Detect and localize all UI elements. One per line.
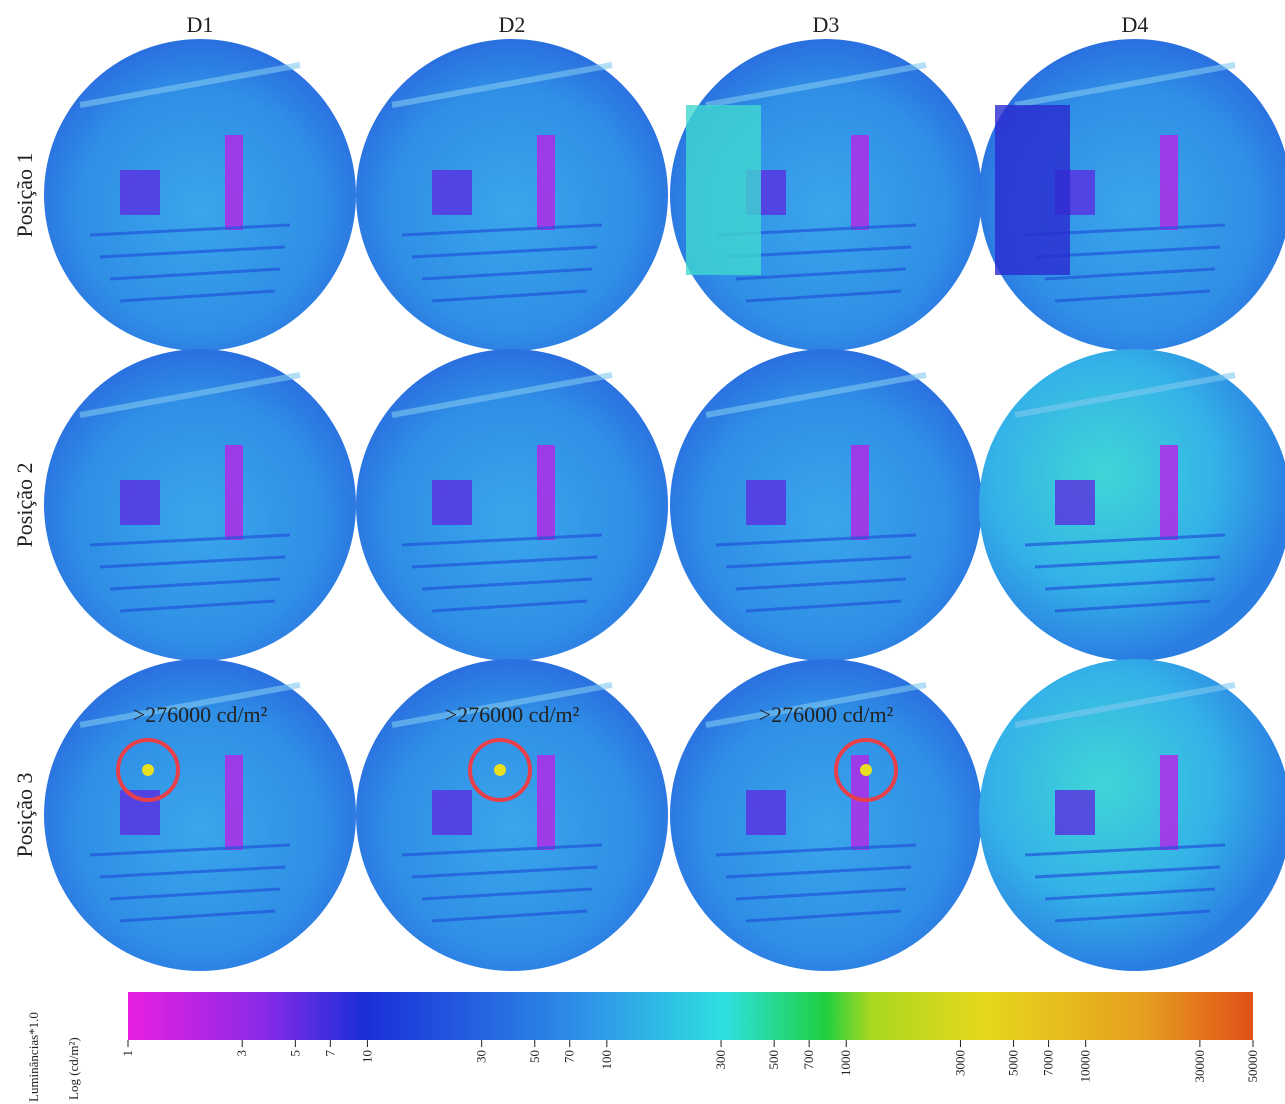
- fisheye-image: [356, 39, 668, 351]
- curtain: [537, 135, 555, 230]
- window: [432, 790, 472, 835]
- glare-source: [142, 764, 154, 776]
- tick-label: 1000: [838, 1050, 853, 1076]
- tick-label: 70: [562, 1050, 577, 1063]
- curtain: [225, 445, 243, 540]
- window: [1055, 480, 1095, 525]
- column-label: D2: [499, 12, 526, 37]
- curtain: [851, 445, 869, 540]
- fisheye-image: [44, 39, 356, 351]
- fisheye-image: [979, 349, 1285, 661]
- curtain: [225, 755, 243, 850]
- column-label: D3: [813, 12, 840, 37]
- board: [995, 105, 1070, 275]
- tick-label: 30: [474, 1050, 489, 1063]
- scale-title: Luminâncias*1.0: [26, 1012, 41, 1102]
- glare-annotation: >276000 cd/m²: [759, 702, 894, 727]
- window: [120, 480, 160, 525]
- row-label: Posição 3: [12, 773, 37, 858]
- tick-label: 3: [234, 1050, 249, 1057]
- window: [746, 790, 786, 835]
- curtain: [1160, 445, 1178, 540]
- scale-label: Log (cd/m²): [66, 1037, 81, 1100]
- color-scale: [128, 992, 1253, 1040]
- tick-label: 500: [766, 1050, 781, 1070]
- fisheye-image: [356, 349, 668, 661]
- column-label: D1: [187, 12, 214, 37]
- tick-label: 1: [120, 1050, 135, 1057]
- tick-label: 3000: [952, 1050, 967, 1076]
- fisheye-image: [670, 39, 982, 351]
- tick-label: 50000: [1245, 1050, 1260, 1083]
- tick-label: 300: [713, 1050, 728, 1070]
- curtain: [225, 135, 243, 230]
- fisheye-image: [44, 349, 356, 661]
- row-label: Posição 2: [12, 463, 37, 548]
- tick-label: 10: [359, 1050, 374, 1063]
- curtain: [851, 135, 869, 230]
- window: [432, 480, 472, 525]
- fisheye-image: [979, 659, 1285, 971]
- tick-label: 7000: [1041, 1050, 1056, 1076]
- images: [44, 39, 1285, 971]
- curtain: [1160, 135, 1178, 230]
- curtain: [537, 445, 555, 540]
- window: [432, 170, 472, 215]
- tick-label: 10000: [1078, 1050, 1093, 1083]
- window: [1055, 790, 1095, 835]
- glare-annotation: >276000 cd/m²: [133, 702, 268, 727]
- tick-label: 5: [287, 1050, 302, 1057]
- figure: D1 D2 D3 D4 Posição 1 Posição 2 Posição 3 >2760…: [0, 0, 1285, 1104]
- curtain: [537, 755, 555, 850]
- row-label: Posição 1: [12, 153, 37, 238]
- window: [120, 790, 160, 835]
- fisheye-image: [979, 39, 1285, 351]
- curtain: [1160, 755, 1178, 850]
- fisheye-image: [670, 349, 982, 661]
- column-label: D4: [1122, 12, 1149, 37]
- tick-label: 30000: [1192, 1050, 1207, 1083]
- board: [686, 105, 761, 275]
- glare-annotation: >276000 cd/m²: [445, 702, 580, 727]
- tick-label: 100: [599, 1050, 614, 1070]
- glare-source: [860, 764, 872, 776]
- glare-source: [494, 764, 506, 776]
- tick-label: 7: [322, 1050, 337, 1057]
- tick-label: 5000: [1006, 1050, 1021, 1076]
- tick-label: 700: [801, 1050, 816, 1070]
- tick-label: 50: [527, 1050, 542, 1063]
- window: [120, 170, 160, 215]
- window: [746, 480, 786, 525]
